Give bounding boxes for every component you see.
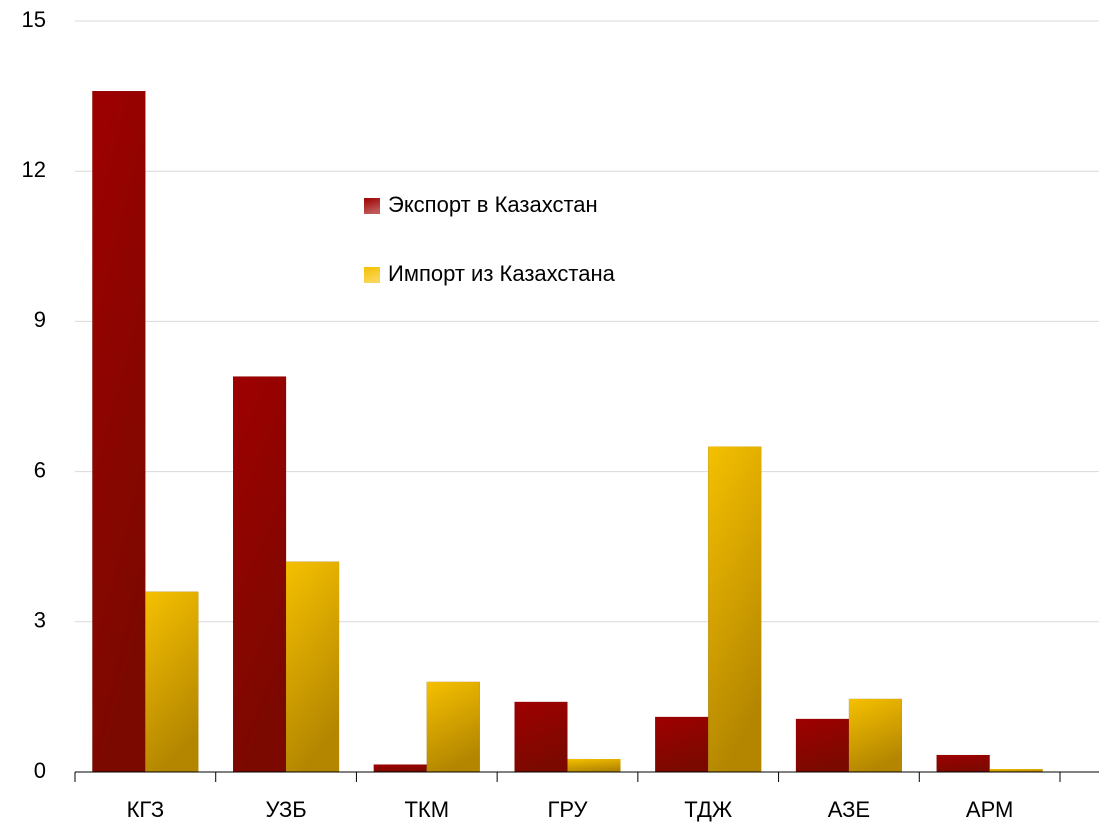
x-tick-label: УЗБ <box>265 797 306 822</box>
legend-label: Экспорт в Казахстан <box>388 192 598 217</box>
bar <box>426 681 480 772</box>
y-tick-label: 0 <box>34 758 46 783</box>
y-tick-label: 9 <box>34 307 46 332</box>
bar <box>848 698 902 772</box>
bar <box>286 561 340 772</box>
bar <box>708 446 762 772</box>
bar <box>373 764 427 772</box>
x-tick-label: АРМ <box>966 797 1013 822</box>
bar <box>989 768 1043 772</box>
bar <box>795 718 849 772</box>
bar <box>92 91 146 773</box>
x-tick-label: КГЗ <box>127 797 165 822</box>
x-tick-label: АЗЕ <box>828 797 870 822</box>
legend-swatch <box>364 198 380 214</box>
y-tick-label: 15 <box>22 7 46 32</box>
bar <box>514 701 568 772</box>
x-tick-label: ТКМ <box>404 797 449 822</box>
bar <box>655 716 709 772</box>
legend-label: Импорт из Казахстана <box>388 261 616 286</box>
y-tick-label: 3 <box>34 608 46 633</box>
y-tick-label: 6 <box>34 457 46 482</box>
legend-swatch <box>364 267 380 283</box>
x-tick-label: ГРУ <box>547 797 588 822</box>
y-tick-label: 12 <box>22 157 46 182</box>
x-tick-label: ТДЖ <box>684 797 733 822</box>
bar <box>567 758 621 772</box>
bar <box>145 591 199 772</box>
bar <box>936 754 990 772</box>
bar <box>233 376 287 772</box>
